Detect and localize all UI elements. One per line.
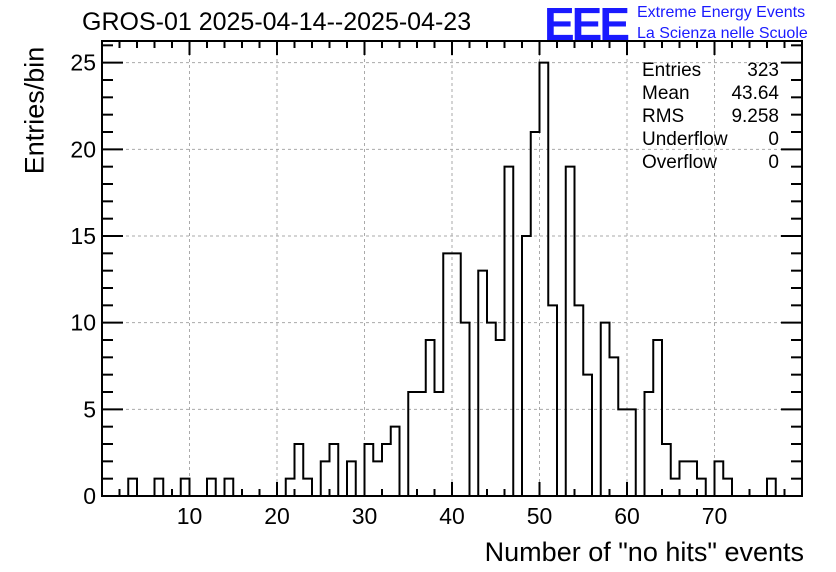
stats-value: 43.64	[731, 83, 779, 104]
stats-box: Entries 323 Mean 43.64 RMS 9.258 Underfl…	[642, 59, 779, 174]
stats-label: Entries	[642, 60, 702, 81]
stats-label: Overflow	[642, 152, 717, 173]
y-tick-label: 0	[83, 483, 96, 509]
x-tick-label: 10	[177, 503, 203, 529]
y-tick-label: 5	[83, 396, 96, 422]
x-tick-label: 20	[264, 503, 290, 529]
x-tick-label: 30	[352, 503, 378, 529]
chart-title: GROS-01 2025-04-14--2025-04-23	[82, 8, 472, 36]
stats-row-underflow: Underflow 0	[642, 128, 779, 151]
logo-line-1: Extreme Energy Events	[637, 4, 806, 21]
stats-value: 323	[747, 60, 779, 81]
grid-lines	[102, 41, 802, 496]
y-tick-label: 15	[70, 223, 96, 249]
x-tick-label: 50	[527, 503, 553, 529]
x-tick-label: 40	[439, 503, 465, 529]
stats-label: Underflow	[642, 129, 728, 150]
x-tick-label: 70	[702, 503, 728, 529]
y-tick-label: 20	[70, 136, 96, 162]
x-axis-label: Number of "no hits" events	[484, 537, 804, 567]
stats-label: Mean	[642, 83, 690, 104]
x-tick-label: 60	[614, 503, 640, 529]
stats-value: 9.258	[731, 106, 779, 127]
axis-ticks	[101, 41, 803, 497]
stats-value: 0	[768, 152, 779, 173]
eee-logo-mark: EEE	[544, 0, 630, 50]
stats-row-entries: Entries 323	[642, 59, 779, 82]
logo-line-2: La Scienza nelle Scuole	[637, 25, 808, 42]
stats-row-mean: Mean 43.64	[642, 82, 779, 105]
stats-label: RMS	[642, 106, 685, 127]
y-tick-label: 10	[70, 310, 96, 336]
axis-tick-labels: 10 20 30 40 50 60 70 0 5 10 15 20 25	[70, 50, 727, 529]
y-tick-label: 25	[70, 50, 96, 76]
histogram-step-line	[102, 61, 802, 497]
stats-row-rms: RMS 9.258	[642, 105, 779, 128]
eee-logo: EEE	[544, 0, 630, 50]
stats-row-overflow: Overflow 0	[642, 151, 779, 174]
stats-value: 0	[768, 129, 779, 150]
y-axis-label: Entries/bin	[19, 46, 50, 175]
